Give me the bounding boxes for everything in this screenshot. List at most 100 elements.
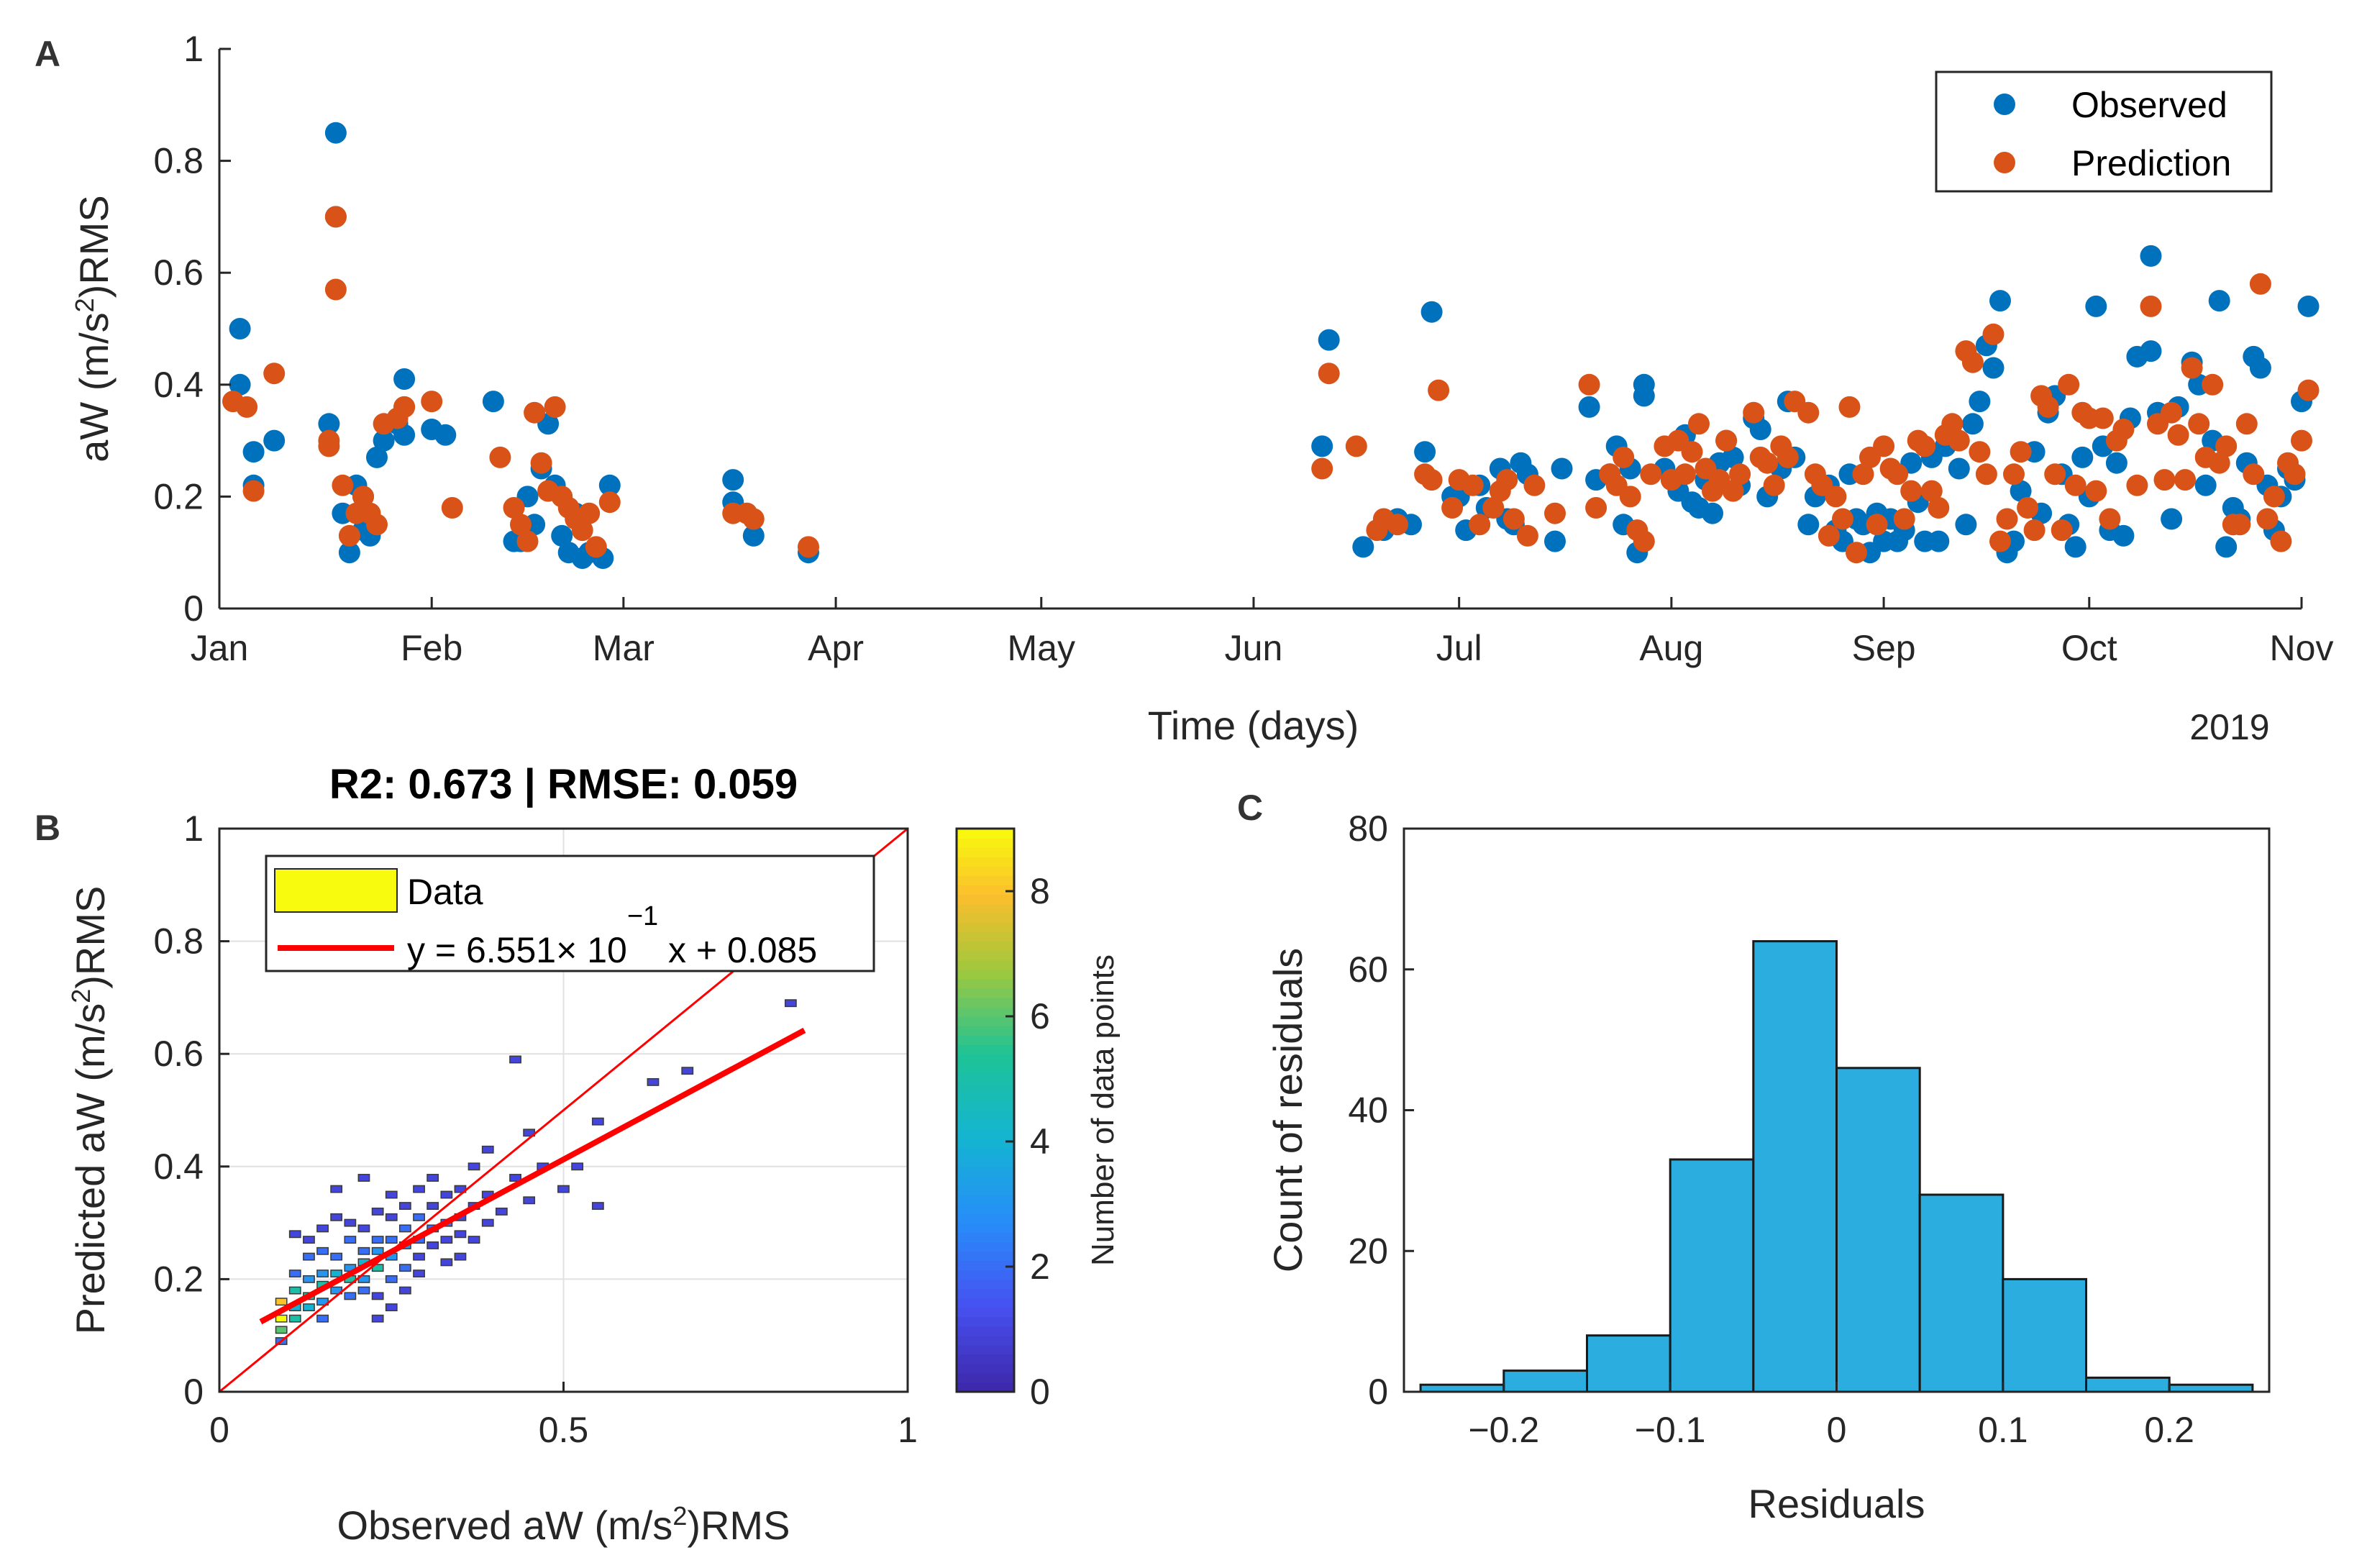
prediction-point: [571, 519, 593, 542]
heatmap-bin: [330, 1252, 343, 1261]
heatmap-bin: [371, 1292, 384, 1300]
prediction-point: [1715, 429, 1738, 452]
prediction-point: [2064, 474, 2086, 496]
prediction-point: [2215, 435, 2238, 457]
colorbar-segment: [957, 1166, 1014, 1177]
observed-point: [1414, 441, 1436, 463]
colorbar-segment: [957, 847, 1014, 857]
histogram-bar: [1669, 1158, 1755, 1393]
prediction-point: [1318, 363, 1340, 385]
colorbar-segment: [957, 903, 1014, 914]
prediction-point: [1578, 373, 1600, 396]
prediction-point: [2188, 413, 2210, 435]
observed-point: [373, 429, 395, 452]
heatmap-bin: [316, 1270, 329, 1278]
colorbar-segment: [957, 1298, 1014, 1308]
prediction-point: [242, 480, 265, 502]
y-tick-label-a: 0: [183, 588, 204, 629]
prediction-point: [2208, 452, 2230, 474]
prediction-point: [2126, 474, 2148, 496]
x-tick-label-a: Jan: [191, 628, 249, 668]
prediction-point: [1585, 497, 1607, 519]
observed-point: [318, 413, 340, 435]
heatmap-bin: [385, 1303, 398, 1312]
observed-point: [1948, 457, 1970, 480]
observed-point: [2194, 474, 2217, 496]
prediction-point: [2263, 486, 2285, 508]
heatmap-bin: [398, 1202, 411, 1211]
prediction-point: [1887, 463, 1909, 486]
heatmap-bin: [357, 1286, 370, 1295]
heatmap-bin: [784, 999, 797, 1008]
colorbar-segment: [957, 1251, 1014, 1262]
year-label-a: 2019: [2189, 707, 2269, 747]
heatmap-bin: [509, 1174, 521, 1182]
heatmap-bin: [509, 1055, 521, 1064]
heatmap-bin: [440, 1236, 453, 1244]
prediction-point: [544, 396, 566, 418]
heatmap-bin: [557, 1185, 570, 1193]
prediction-point: [1969, 441, 1991, 463]
prediction-point: [1469, 514, 1491, 536]
y-axis-label-b: Predicted aW (m/s2)RMS: [66, 886, 114, 1335]
prediction-point: [1996, 508, 2018, 530]
prediction-point: [1345, 435, 1367, 457]
prediction-point: [1989, 530, 2011, 552]
colorbar-segment: [957, 1147, 1014, 1158]
observed-point: [2249, 357, 2271, 379]
observed-point: [263, 429, 286, 452]
observed-point: [1928, 530, 1950, 552]
prediction-point: [2284, 463, 2306, 486]
y-tick-label-c: 80: [1348, 808, 1388, 849]
x-tick-label-a: Jun: [1225, 628, 1283, 668]
observed-point: [229, 318, 251, 339]
prediction-point: [1743, 401, 1765, 424]
x-tick-label-b: 0: [209, 1410, 229, 1450]
heatmap-bin: [413, 1252, 425, 1261]
prediction-point: [1523, 474, 1546, 496]
colorbar-segment: [957, 829, 1014, 839]
colorbar-segment: [957, 1006, 1014, 1017]
x-tick-label-b: 1: [898, 1410, 918, 1450]
observed-point: [598, 474, 621, 496]
prediction-point: [742, 508, 765, 530]
prediction-point: [1688, 413, 1710, 435]
y-axis-label-a: aW (m/s2)RMS: [70, 195, 117, 462]
legend-label-fit: y = 6.551× 10−1 x + 0.085: [407, 901, 817, 970]
prediction-point: [1838, 396, 1861, 418]
observed-point: [1420, 301, 1443, 323]
colorbar-segment: [957, 1129, 1014, 1139]
colorbar-segment: [957, 894, 1014, 905]
observed-point: [2105, 452, 2127, 474]
colorbar-segment: [957, 988, 1014, 998]
prediction-point: [332, 474, 354, 496]
colorbar-segment: [957, 978, 1014, 989]
colorbar-segment: [957, 1316, 1014, 1327]
heatmap-bin: [647, 1077, 660, 1086]
observed-point: [229, 373, 251, 396]
colorbar-segment: [957, 1260, 1014, 1271]
heatmap-bin: [385, 1236, 398, 1244]
observed-point: [1989, 290, 2011, 312]
heatmap-bin: [371, 1236, 384, 1244]
observed-point: [1749, 419, 1771, 440]
observed-point: [1551, 457, 1573, 480]
prediction-point: [1420, 469, 1443, 491]
observed-point: [2297, 295, 2320, 317]
prediction-point: [1516, 524, 1538, 547]
heatmap-bin: [385, 1275, 398, 1283]
colorbar-tick-label: 8: [1030, 871, 1050, 911]
prediction-point: [2291, 429, 2312, 452]
y-tick-label-c: 40: [1348, 1090, 1388, 1131]
prediction-point: [510, 514, 532, 536]
heatmap-bin: [330, 1213, 343, 1221]
legend-label-observed: Observed: [2071, 85, 2227, 125]
prediction-point: [393, 396, 416, 418]
y-axis-label-c: Count of residuals: [1265, 948, 1310, 1272]
prediction-point: [1544, 502, 1566, 524]
observed-point: [2112, 524, 2135, 547]
colorbar-segment: [957, 875, 1014, 886]
plot-area-a: [222, 122, 2320, 569]
colorbar-segment: [957, 1204, 1014, 1214]
